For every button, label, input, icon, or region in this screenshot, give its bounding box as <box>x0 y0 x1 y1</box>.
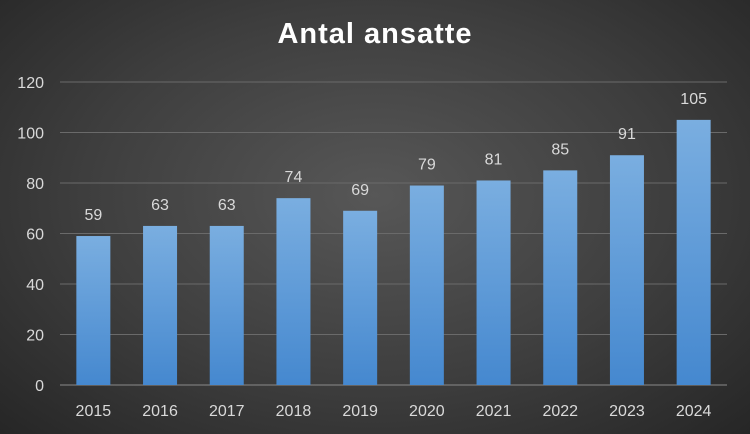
bar-2023 <box>609 155 644 385</box>
bar-2021 <box>476 180 511 385</box>
bar-2020 <box>409 185 444 385</box>
data-label-2020: 79 <box>418 157 436 174</box>
data-label-2023: 91 <box>618 126 636 143</box>
x-tick-label-2017: 2017 <box>209 403 245 420</box>
data-label-2024: 105 <box>680 91 707 108</box>
x-axis-ticks: 2015 2016 2017 2018 2019 2020 2021 2022 2023 2024 <box>76 403 712 420</box>
bar-2015 <box>76 236 111 385</box>
data-label-2016: 63 <box>151 197 169 214</box>
y-tick-label: 100 <box>17 126 44 143</box>
bar-2024 <box>676 119 711 385</box>
x-tick-label-2024: 2024 <box>676 403 712 420</box>
bar-2022 <box>543 170 578 385</box>
bars <box>76 119 711 385</box>
y-tick-label: 40 <box>26 277 44 294</box>
data-labels: 59 63 63 74 69 79 81 85 91 105 <box>84 91 707 224</box>
data-label-2015: 59 <box>84 207 102 224</box>
data-label-2017: 63 <box>218 197 236 214</box>
data-label-2022: 85 <box>551 141 569 158</box>
x-tick-label-2021: 2021 <box>476 403 512 420</box>
y-tick-label: 20 <box>26 328 44 345</box>
bar-2017 <box>209 225 244 385</box>
x-tick-label-2019: 2019 <box>342 403 378 420</box>
x-tick-label-2015: 2015 <box>76 403 112 420</box>
y-axis-ticks: 0 20 40 60 80 100 120 <box>17 75 44 395</box>
bar-2019 <box>343 210 378 385</box>
y-tick-label: 60 <box>26 227 44 244</box>
data-label-2019: 69 <box>351 182 369 199</box>
y-tick-label: 80 <box>26 176 44 193</box>
y-tick-label: 120 <box>17 75 44 92</box>
bar-2016 <box>143 225 178 385</box>
x-tick-label-2018: 2018 <box>276 403 312 420</box>
x-tick-label-2022: 2022 <box>542 403 578 420</box>
x-tick-label-2020: 2020 <box>409 403 445 420</box>
data-label-2021: 81 <box>485 151 503 168</box>
y-tick-label: 0 <box>35 378 44 395</box>
data-label-2018: 74 <box>285 169 303 186</box>
bar-2018 <box>276 198 311 385</box>
x-tick-label-2016: 2016 <box>142 403 178 420</box>
chart-title: Antal ansatte <box>277 18 473 50</box>
x-tick-label-2023: 2023 <box>609 403 645 420</box>
